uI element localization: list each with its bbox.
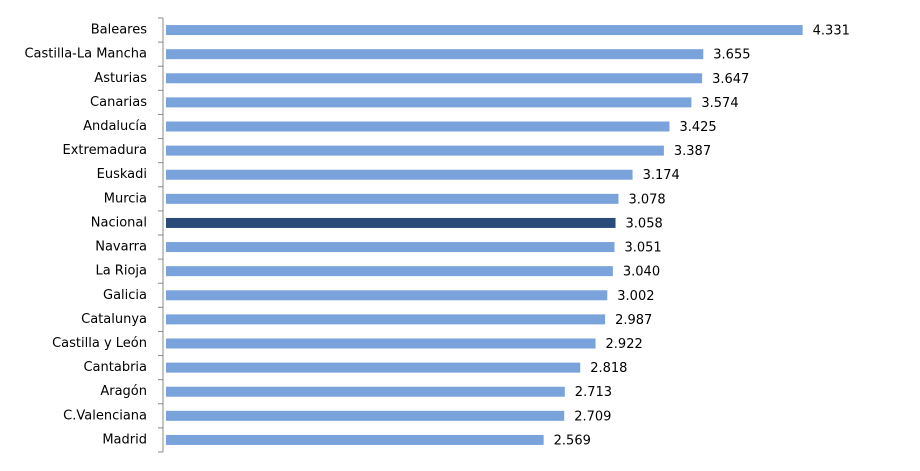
value-label: 3.647 xyxy=(712,72,749,87)
bar xyxy=(166,338,596,349)
value-label: 3.058 xyxy=(626,216,663,231)
bar xyxy=(166,25,803,36)
y-tick-label: Galicia xyxy=(103,288,147,303)
bar xyxy=(166,290,608,301)
bar xyxy=(166,217,616,228)
value-label: 3.174 xyxy=(643,168,680,183)
y-tick-label: Extremadura xyxy=(63,143,148,158)
value-label: 2.569 xyxy=(554,433,591,448)
bar xyxy=(166,386,565,397)
y-tick-label: Castilla y León xyxy=(52,336,147,351)
y-tick-label: Aragón xyxy=(100,384,147,399)
y-tick-label: Canarias xyxy=(90,95,147,110)
y-tick-label: Madrid xyxy=(102,432,147,447)
y-tick-label: La Rioja xyxy=(95,264,147,279)
value-label: 4.331 xyxy=(813,24,850,39)
y-tick-label: Castilla-La Mancha xyxy=(24,47,147,62)
bar xyxy=(166,145,664,156)
bar xyxy=(166,193,619,204)
value-label: 2.922 xyxy=(606,337,643,352)
bar xyxy=(166,410,565,421)
bar xyxy=(166,97,692,108)
value-label: 2.818 xyxy=(590,361,627,376)
bar xyxy=(166,314,606,325)
y-tick-label: Catalunya xyxy=(81,312,147,327)
bar xyxy=(166,266,613,277)
y-tick-label: Murcia xyxy=(104,191,147,206)
bar xyxy=(166,434,544,445)
value-label: 3.040 xyxy=(623,265,660,280)
value-label: 2.713 xyxy=(575,385,612,400)
y-tick-label: Baleares xyxy=(91,23,148,38)
value-label: 3.387 xyxy=(674,144,711,159)
bar xyxy=(166,73,703,84)
value-label: 3.655 xyxy=(713,48,750,63)
value-label: 3.002 xyxy=(617,289,654,304)
value-label: 2.709 xyxy=(574,409,611,424)
y-tick-label: Nacional xyxy=(91,215,147,230)
value-label: 3.574 xyxy=(701,96,738,111)
bar xyxy=(166,362,581,373)
y-tick-label: Asturias xyxy=(94,71,147,86)
value-label: 2.987 xyxy=(615,313,652,328)
bar xyxy=(166,49,704,60)
bar xyxy=(166,121,670,132)
y-tick-label: C.Valenciana xyxy=(63,408,147,423)
value-label: 3.425 xyxy=(679,120,716,135)
bar xyxy=(166,169,633,180)
value-label: 3.078 xyxy=(628,192,665,207)
y-tick-label: Cantabria xyxy=(83,360,147,375)
y-tick-label: Navarra xyxy=(95,240,147,255)
y-tick-label: Andalucía xyxy=(83,119,147,134)
value-label: 3.051 xyxy=(624,241,661,256)
bar xyxy=(166,242,615,253)
y-tick-label: Euskadi xyxy=(97,167,147,182)
